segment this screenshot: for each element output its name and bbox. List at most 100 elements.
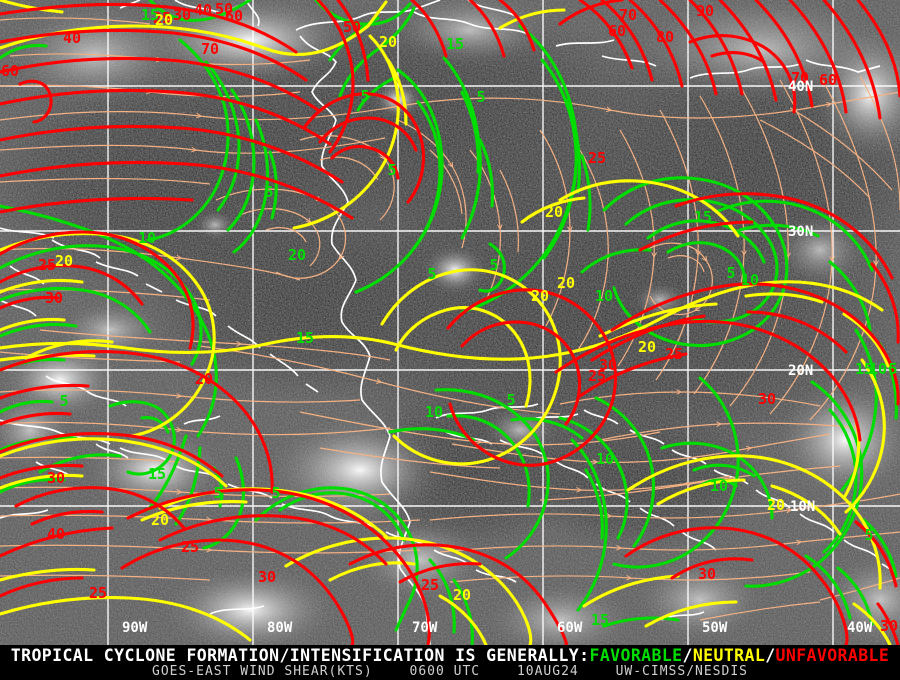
contour-label: 30 xyxy=(758,390,776,408)
contour-label: 30 xyxy=(599,356,617,374)
lon-tick-label: 40W xyxy=(847,620,873,636)
legend-favorable: FAVORABLE xyxy=(589,646,683,665)
lat-tick-label: 10N xyxy=(790,499,815,515)
contour-label: 60 xyxy=(1,62,19,80)
contour-label: 5 xyxy=(864,526,873,544)
contour-label: 90 xyxy=(696,2,714,20)
contour-label: 70 xyxy=(791,69,809,87)
contour-label: 50 xyxy=(343,18,361,36)
contour-label: 5 xyxy=(888,360,897,378)
contour-label: 5 xyxy=(360,87,369,105)
contour-label: 40 xyxy=(63,29,81,47)
contour-label: 10 xyxy=(710,477,728,495)
contour-label: 25 xyxy=(665,345,683,363)
contour-label: 25 xyxy=(421,576,439,594)
contour-label: 10 xyxy=(138,229,156,247)
contour-label: 10 xyxy=(425,403,443,421)
contour-label: 20 xyxy=(531,287,549,305)
lon-tick-label: 70W xyxy=(412,620,438,636)
contour-label: 25 xyxy=(181,538,199,556)
satellite-map-panel: 25 40 15 20 30 40 50 60 70 60 50 20 15 70 60 80 90 70 60 5 5… xyxy=(0,0,900,645)
contour-label: 70 xyxy=(619,6,637,24)
caption-headline: TROPICAL CYCLONE FORMATION/INTENSIFICATI… xyxy=(0,646,900,665)
caption-bar: TROPICAL CYCLONE FORMATION/INTENSIFICATI… xyxy=(0,645,900,680)
contour-label: 10 xyxy=(869,360,887,378)
legend-unfavorable: UNFAVORABLE xyxy=(775,646,890,665)
latitude-label-layer: 40N 30N 20N 10N xyxy=(788,79,815,515)
legend-separator-1: / xyxy=(682,646,693,665)
longitude-label-layer: 90W 80W 70W 60W 50W 40W xyxy=(122,620,873,636)
contour-label: 20 xyxy=(288,246,306,264)
contour-label: 20 xyxy=(453,586,471,604)
contour-label: 30 xyxy=(47,469,65,487)
contour-neutral xyxy=(0,0,892,645)
contour-label: 5 xyxy=(489,256,498,274)
contour-label: 30 xyxy=(880,617,898,635)
lon-tick-label: 60W xyxy=(557,620,583,636)
contour-label: 15 xyxy=(591,611,609,629)
contour-label: 5 xyxy=(427,265,436,283)
contour-label: 5 xyxy=(59,392,68,410)
contour-label: 50 xyxy=(215,0,233,18)
lon-tick-label: 80W xyxy=(267,620,293,636)
contour-label: 20 xyxy=(557,274,575,292)
contour-label: 15 xyxy=(855,360,873,378)
contour-label: 30 xyxy=(173,6,191,24)
product-provider: UW-CIMSS/NESDIS xyxy=(615,664,748,679)
contour-label: 5 xyxy=(476,88,485,106)
contour-label: 80 xyxy=(656,28,674,46)
lat-tick-label: 30N xyxy=(788,224,813,240)
lat-tick-label: 40N xyxy=(788,79,813,95)
contour-label: 25 xyxy=(38,256,56,274)
product-source: GOES-EAST WIND SHEAR(KTS) xyxy=(152,664,373,679)
product-time: 0600 UTC xyxy=(409,664,481,679)
lat-tick-label: 20N xyxy=(788,363,813,379)
contour-favorable xyxy=(0,0,898,645)
contour-label: 5 xyxy=(506,391,515,409)
contour-label: 20 xyxy=(545,203,563,221)
contour-label: 25 xyxy=(588,149,606,167)
contour-label: 20 xyxy=(767,496,785,514)
caption-metadata: GOES-EAST WIND SHEAR(KTS) 0600 UTC 10AUG… xyxy=(0,664,900,679)
headline-text: TROPICAL CYCLONE FORMATION/INTENSIFICATI… xyxy=(10,646,590,665)
contour-label: 15 xyxy=(694,208,712,226)
contour-label: 15 xyxy=(141,6,159,24)
contour-label: 5 xyxy=(271,484,280,502)
contour-label: 15 xyxy=(446,35,464,53)
contour-label: 10 xyxy=(741,271,759,289)
contour-label: 5 xyxy=(264,183,273,201)
lon-tick-label: 50W xyxy=(702,620,728,636)
contour-label: 20 xyxy=(155,11,173,29)
contour-label: 30 xyxy=(258,568,276,586)
contour-label: 40 xyxy=(194,1,212,19)
contour-label: 10 xyxy=(595,287,613,305)
contour-label: 20 xyxy=(638,338,656,356)
contour-label: 30 xyxy=(698,565,716,583)
contour-unfavorable xyxy=(0,0,900,645)
legend-neutral: NEUTRAL xyxy=(692,646,766,665)
contour-label: 30 xyxy=(45,289,63,307)
contour-label: 10 xyxy=(596,450,614,468)
lon-tick-label: 90W xyxy=(122,620,148,636)
wind-streamlines xyxy=(0,17,900,621)
contour-label: 60 xyxy=(819,71,837,89)
contour-label: 5 xyxy=(387,161,396,179)
contour-label: 25 xyxy=(89,584,107,602)
contour-label: 20 xyxy=(379,33,397,51)
product-date: 10AUG24 xyxy=(516,664,579,679)
contour-label: 60 xyxy=(225,7,243,25)
contour-label: 20 xyxy=(151,511,169,529)
contour-label: 5 xyxy=(726,264,735,282)
contour-label: 60 xyxy=(608,22,626,40)
contour-label: 25 xyxy=(588,367,606,385)
contour-label: 40 xyxy=(47,525,65,543)
contour-label: 5 xyxy=(213,484,222,502)
contour-label: 20 xyxy=(195,370,213,388)
legend-separator-2: / xyxy=(765,646,776,665)
contour-label: 20 xyxy=(55,252,73,270)
contour-label: 15 xyxy=(148,465,166,483)
contour-label: 15 xyxy=(296,329,314,347)
